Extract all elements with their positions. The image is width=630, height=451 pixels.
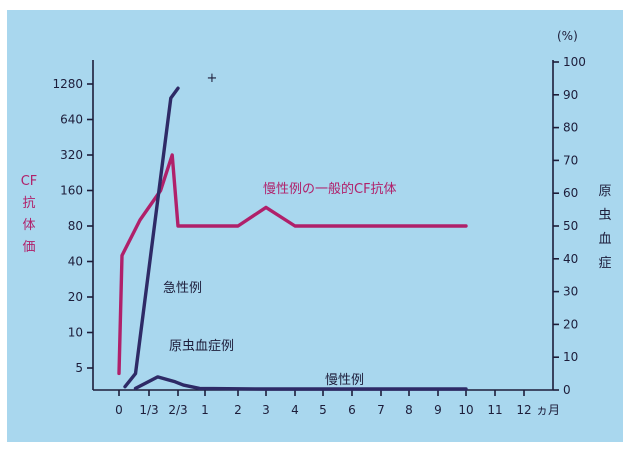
right-axis-label-char: 虫 xyxy=(598,208,611,223)
left-tick-label: 640 xyxy=(60,113,83,127)
left-tick-label: 80 xyxy=(68,219,83,233)
x-tick-label: 2/3 xyxy=(168,403,187,417)
label-chronic-cf-antibody: 慢性例の一般的CF抗体 xyxy=(263,181,397,197)
right-axis-unit: (%) xyxy=(557,29,578,43)
left-tick-label: 20 xyxy=(68,290,83,304)
right-axis-label-char: 原 xyxy=(598,184,611,199)
left-axis-label-char: CF xyxy=(21,174,38,189)
x-tick-label: 2 xyxy=(234,403,242,417)
x-tick-label: 9 xyxy=(434,403,442,417)
series-line-2 xyxy=(133,375,468,391)
right-tick-label: 60 xyxy=(563,186,578,200)
plus-marker: + xyxy=(207,71,218,86)
right-tick-label: 90 xyxy=(563,88,578,102)
right-tick-label: 50 xyxy=(563,219,578,233)
series-line-0 xyxy=(117,153,468,376)
x-tick-label: 3 xyxy=(262,403,270,417)
x-tick-label: 6 xyxy=(348,403,356,417)
x-tick-label: 11 xyxy=(487,403,502,417)
left-tick-label: 1280 xyxy=(52,77,83,91)
left-tick-label: 5 xyxy=(75,361,83,375)
x-tick-label: 7 xyxy=(377,403,385,417)
x-tick-label: 0 xyxy=(115,403,123,417)
right-tick-label: 70 xyxy=(563,153,578,167)
x-tick-label: 1 xyxy=(201,403,209,417)
right-tick-label: 0 xyxy=(563,383,571,397)
label-chronic-case: 慢性例 xyxy=(325,372,364,388)
x-tick-label: 10 xyxy=(458,403,473,417)
right-tick-label: 30 xyxy=(563,285,578,299)
right-tick-label: 40 xyxy=(563,252,578,266)
label-acute-case: 急性例 xyxy=(163,281,202,296)
left-axis-label-char: 体 xyxy=(22,218,35,233)
left-tick-label: 40 xyxy=(68,255,83,269)
label-parasitemia-case: 原虫血症例 xyxy=(169,339,234,354)
chart-series-group xyxy=(117,86,468,391)
x-tick-label: 1/3 xyxy=(139,403,158,417)
x-tick-label: 4 xyxy=(291,403,299,417)
x-tick-label: 5 xyxy=(319,403,327,417)
right-tick-label: 100 xyxy=(563,55,586,69)
right-tick-label: 10 xyxy=(563,350,578,364)
left-tick-label: 10 xyxy=(68,326,83,340)
right-axis-label-char: 血 xyxy=(598,232,611,247)
chart-panel: 5 10 20 40 80 160 320 640 1280 0 10 20 30 40 50 60 70 80 9… xyxy=(7,10,623,442)
x-axis-unit: ヵ月 xyxy=(536,403,560,417)
chart-axes: 5102040801603206401280010203040506070809… xyxy=(52,29,585,417)
left-tick-label: 160 xyxy=(60,184,83,198)
left-tick-label: 320 xyxy=(60,148,83,162)
left-axis-label-char: 価 xyxy=(22,240,35,255)
series-line-1 xyxy=(123,86,180,389)
right-axis-label-char: 症 xyxy=(598,256,611,271)
chart-svg: 5102040801603206401280010203040506070809… xyxy=(21,29,612,417)
right-tick-label: 80 xyxy=(563,121,578,135)
left-axis-label-char: 抗 xyxy=(22,196,35,211)
x-tick-label: 8 xyxy=(405,403,413,417)
right-tick-label: 20 xyxy=(563,317,578,331)
x-tick-label: 12 xyxy=(516,403,531,417)
